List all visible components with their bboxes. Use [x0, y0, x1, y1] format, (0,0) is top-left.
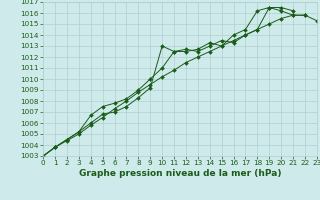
X-axis label: Graphe pression niveau de la mer (hPa): Graphe pression niveau de la mer (hPa)	[79, 169, 281, 178]
